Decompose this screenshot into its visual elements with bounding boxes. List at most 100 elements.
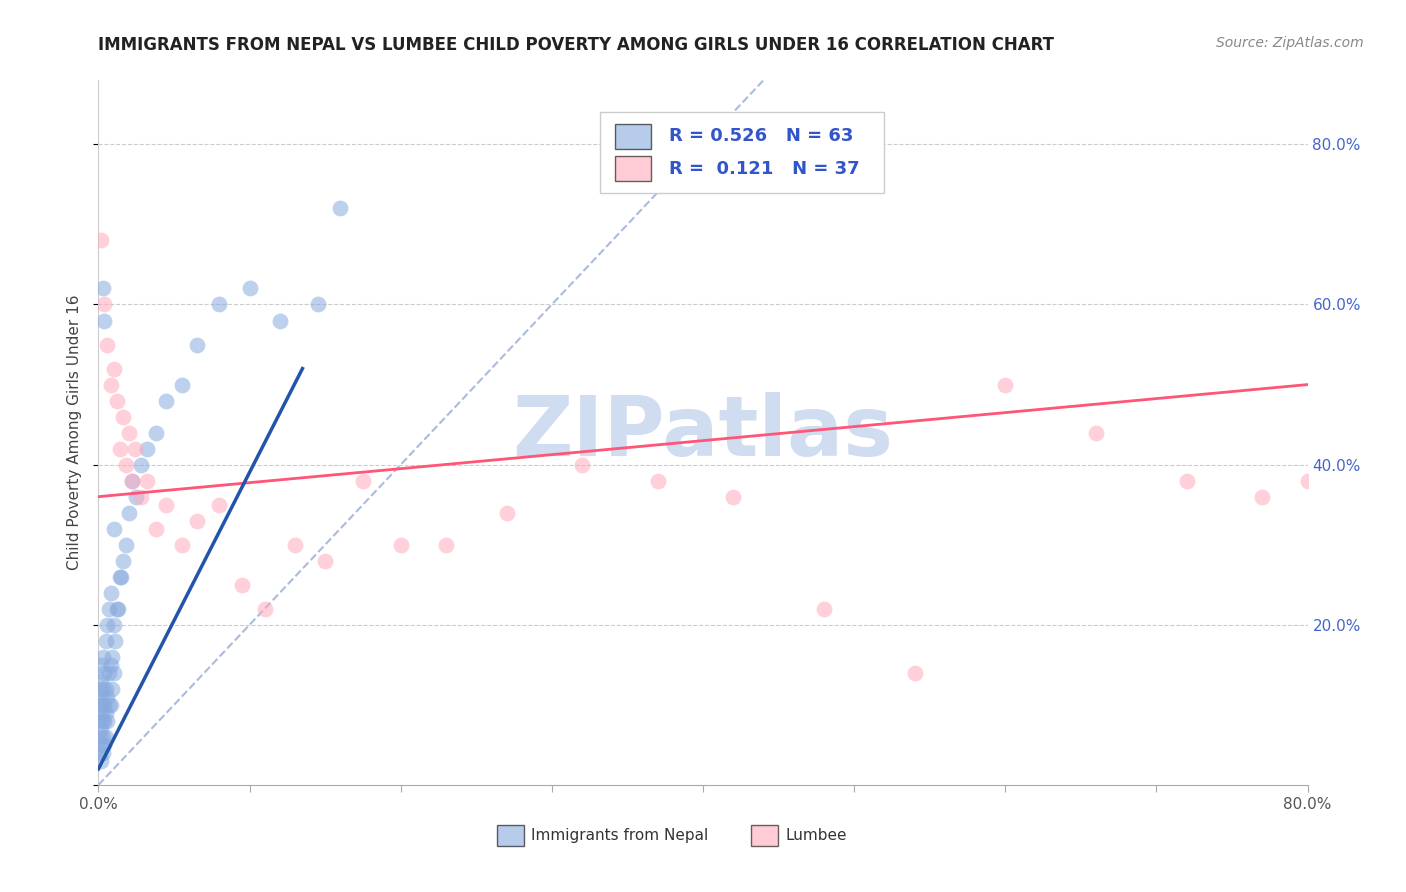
Point [352,474,374,488]
Point [89,698,111,712]
Point [96,690,118,704]
Point [90,657,112,672]
FancyBboxPatch shape [614,156,651,181]
Point [239,281,262,295]
Point [91,698,114,712]
Point [114,538,136,552]
Point [89,714,111,728]
Point [105,601,128,615]
Point [1175,474,1198,488]
Point [100,698,122,712]
Point [105,393,128,408]
Point [93,714,115,728]
Point [253,601,276,615]
Point [100,657,122,672]
Point [124,442,146,456]
FancyBboxPatch shape [614,124,651,149]
Point [135,442,157,456]
Point [186,337,208,351]
Point [111,409,134,424]
Point [94,681,117,696]
Point [96,617,118,632]
Point [118,506,141,520]
Point [94,633,117,648]
Text: Immigrants from Nepal: Immigrants from Nepal [531,828,709,843]
Point [93,738,115,752]
Point [1085,425,1108,440]
Point [170,377,193,392]
Point [647,474,669,488]
Point [145,522,167,536]
Point [125,490,148,504]
Point [98,698,121,712]
Point [93,313,115,327]
Point [723,490,745,504]
Point [90,690,112,704]
Point [1296,474,1319,488]
Point [90,234,112,248]
Text: R = 0.526   N = 63: R = 0.526 N = 63 [669,128,853,145]
Point [94,730,117,744]
Point [208,297,231,311]
Point [813,601,835,615]
Point [91,714,114,728]
Point [93,665,115,680]
Point [94,706,117,720]
Point [135,474,157,488]
Point [110,570,132,584]
FancyBboxPatch shape [498,825,524,847]
Point [89,681,111,696]
Point [90,673,112,688]
Point [571,458,593,472]
Point [170,538,193,552]
FancyBboxPatch shape [600,112,884,193]
Point [101,649,124,664]
Point [107,601,129,615]
Point [91,746,114,760]
Point [96,337,118,351]
Point [155,498,177,512]
Point [108,570,131,584]
Point [91,730,114,744]
Point [108,442,131,456]
Point [103,522,125,536]
Point [90,706,112,720]
Point [186,514,208,528]
Text: Source: ZipAtlas.com: Source: ZipAtlas.com [1216,36,1364,50]
Point [994,377,1017,392]
Point [129,490,152,504]
Point [98,601,121,615]
Text: Lumbee: Lumbee [785,828,846,843]
Point [904,665,927,680]
Y-axis label: Child Poverty Among Girls Under 16: Child Poverty Among Girls Under 16 [67,295,83,570]
Point [93,297,115,311]
Point [100,586,122,600]
Point [118,425,141,440]
Text: R =  0.121   N = 37: R = 0.121 N = 37 [669,160,859,178]
Point [114,458,136,472]
Point [89,730,111,744]
Point [307,297,329,311]
Point [89,746,111,760]
Point [155,393,177,408]
Point [104,633,127,648]
Point [101,681,124,696]
Point [269,313,291,327]
Point [91,649,114,664]
Point [100,377,122,392]
Point [91,281,114,295]
Point [1251,490,1274,504]
Text: IMMIGRANTS FROM NEPAL VS LUMBEE CHILD POVERTY AMONG GIRLS UNDER 16 CORRELATION C: IMMIGRANTS FROM NEPAL VS LUMBEE CHILD PO… [98,36,1054,54]
Point [314,554,336,568]
Point [208,498,231,512]
Point [434,538,457,552]
FancyBboxPatch shape [751,825,778,847]
Point [389,538,412,552]
Point [90,754,112,768]
Point [98,665,121,680]
Point [145,425,167,440]
Point [93,698,115,712]
Point [329,202,352,216]
Point [96,714,118,728]
Point [231,578,253,592]
